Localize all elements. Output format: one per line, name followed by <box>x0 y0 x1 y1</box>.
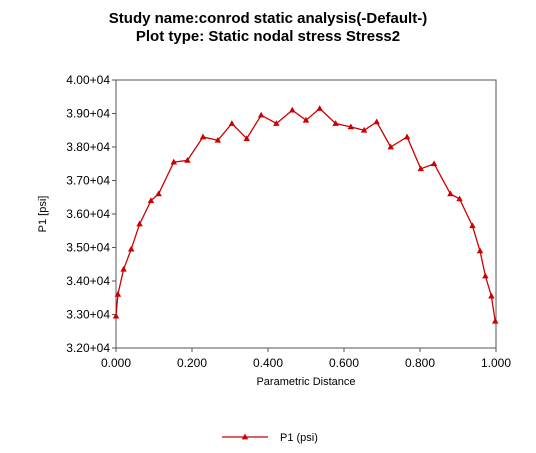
x-tick-label: 0.600 <box>329 356 359 370</box>
data-point <box>488 292 495 299</box>
data-point <box>316 105 323 111</box>
chart-subtitle: Plot type: Static nodal stress Stress2 <box>135 28 401 45</box>
data-point <box>228 120 236 126</box>
y-tick-label: 3.80+04 <box>66 140 110 154</box>
x-tick-label: 0.400 <box>253 356 283 370</box>
data-point <box>302 116 310 123</box>
y-tick-label: 3.70+04 <box>66 174 110 188</box>
data-point <box>417 165 424 172</box>
data-point <box>120 265 127 272</box>
x-tick-label: 0.800 <box>405 356 435 370</box>
y-tick-label: 3.90+04 <box>66 107 110 121</box>
y-tick-label: 3.40+04 <box>66 274 110 288</box>
data-point <box>492 317 499 324</box>
y-tick-label: 3.20+04 <box>66 341 110 355</box>
data-point <box>199 133 207 140</box>
chart-title: Study name:conrod static analysis(-Defau… <box>108 10 428 27</box>
y-tick-label: 3.50+04 <box>66 241 110 255</box>
data-point <box>114 291 122 297</box>
y-tick-label: 3.30+04 <box>66 308 110 322</box>
data-point <box>456 195 463 202</box>
data-point <box>147 197 155 203</box>
data-point <box>112 312 120 319</box>
data-point <box>476 247 484 254</box>
y-tick-label: 4.00+04 <box>66 73 110 87</box>
data-point <box>243 135 250 142</box>
data-point <box>257 111 265 118</box>
data-point <box>447 190 454 197</box>
data-point <box>273 120 280 126</box>
data-point <box>347 123 355 130</box>
x-axis-label: Parametric Distance <box>256 376 355 388</box>
data-point <box>289 106 296 113</box>
series-line-p1 <box>115 107 496 322</box>
data-point <box>184 157 191 163</box>
data-point <box>387 143 394 150</box>
data-point <box>127 245 135 252</box>
data-point <box>332 120 339 126</box>
x-tick-label: 0.000 <box>101 356 131 370</box>
x-tick-label: 1.000 <box>481 356 511 370</box>
y-axis-label: P1 [psi] <box>37 196 49 233</box>
data-point <box>214 136 222 143</box>
data-point <box>360 126 368 133</box>
data-point <box>136 220 143 227</box>
data-point <box>155 190 162 197</box>
data-point <box>373 118 380 125</box>
legend-label: P1 (psi) <box>280 432 318 444</box>
y-tick-label: 3.60+04 <box>66 207 110 221</box>
legend-marker <box>241 433 249 440</box>
data-point <box>482 272 489 279</box>
data-point <box>430 160 438 167</box>
data-point <box>170 158 177 165</box>
x-tick-label: 0.200 <box>177 356 207 370</box>
data-point <box>469 222 476 229</box>
data-point <box>403 133 411 140</box>
